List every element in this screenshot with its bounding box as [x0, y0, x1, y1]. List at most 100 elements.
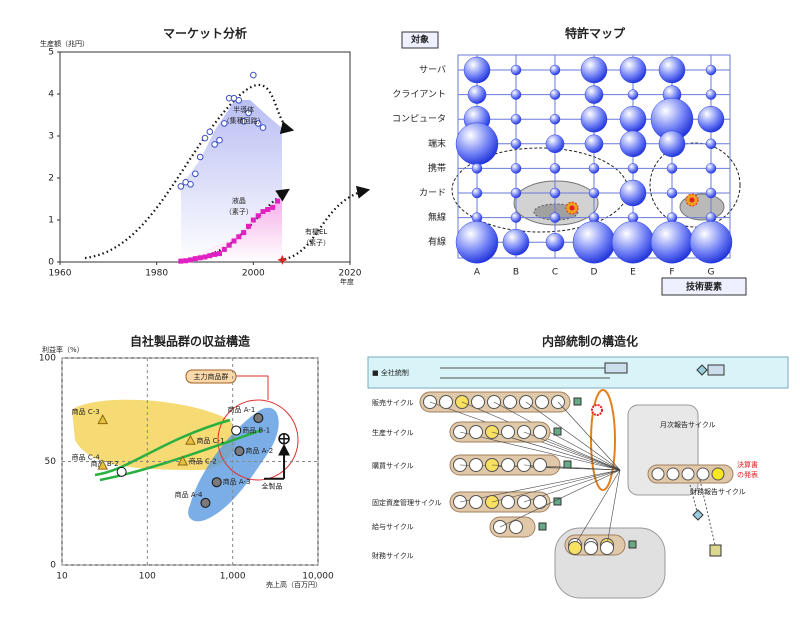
trend-line — [94, 418, 231, 477]
point — [183, 258, 189, 264]
point — [97, 414, 109, 425]
bubble — [549, 212, 561, 223]
x-tick-label: 1980 — [145, 269, 168, 279]
control-link — [440, 367, 610, 379]
point — [211, 477, 222, 488]
bubble — [627, 163, 639, 174]
bubble — [588, 187, 600, 199]
y-tick-label: 3 — [48, 132, 54, 142]
link — [499, 469, 621, 528]
bubble — [463, 56, 491, 84]
x-tick-label: 2000 — [242, 269, 265, 279]
y-tick-label: 0 — [50, 561, 56, 571]
process-node — [651, 467, 665, 481]
process-node — [681, 467, 695, 481]
process-node — [568, 541, 582, 555]
chart-title: 特許マップ — [565, 26, 626, 41]
point — [246, 223, 251, 229]
y-tick-label: 5 — [48, 48, 54, 58]
process-node — [501, 495, 515, 509]
x-tick-label: 1960 — [49, 269, 72, 279]
chart-title: マーケット分析 — [163, 26, 247, 41]
bubble — [619, 179, 647, 207]
process-node — [509, 520, 523, 534]
point — [260, 209, 266, 215]
bubble — [549, 163, 561, 174]
bubble — [510, 163, 522, 174]
point-label: 商品 A-3 — [223, 477, 251, 486]
link — [459, 431, 621, 471]
bubble — [545, 134, 565, 154]
point-label: 商品 A-1 — [228, 405, 256, 414]
x-tick-label: 100 — [139, 572, 156, 582]
bubble — [471, 187, 483, 199]
diagram-marks: 内部統制の構造化 ■ 全社統制販売サイクル生産サイクル購買サイクル固定資産管理サイ… — [372, 334, 758, 561]
group-ellipse — [649, 142, 741, 228]
y-tick-label: 有線 — [428, 236, 446, 248]
x-tick-label: 10,000 — [302, 572, 334, 582]
control-box — [628, 540, 637, 549]
point — [278, 433, 290, 445]
y-tick-label: カード — [419, 188, 446, 199]
control-box — [709, 544, 722, 557]
cycle-label: 財務サイクル — [372, 551, 414, 560]
bubble — [467, 85, 487, 104]
link — [459, 469, 621, 503]
point — [177, 455, 189, 466]
point — [206, 128, 214, 136]
highlight — [689, 197, 695, 203]
point — [250, 71, 257, 79]
release-label: 決算書 — [737, 460, 758, 469]
point — [236, 234, 242, 240]
y-tick-label: 50 — [45, 457, 57, 467]
process-node — [469, 425, 483, 439]
x-tick-label: B — [513, 268, 519, 278]
y-tick-label: サーバ — [419, 65, 446, 76]
point — [192, 256, 198, 262]
control-box — [604, 362, 628, 374]
bubble — [584, 134, 604, 154]
y-tick-label: 端末 — [428, 137, 446, 149]
process-node — [439, 395, 453, 409]
financial-label: 財務報告サイクル — [690, 487, 746, 496]
link — [606, 469, 621, 546]
control-node — [692, 509, 704, 521]
monthly-loop — [590, 389, 616, 491]
bubble — [705, 89, 717, 100]
control-node — [696, 364, 708, 376]
bubble — [658, 130, 686, 158]
process-node — [696, 467, 710, 481]
bubble — [572, 220, 616, 264]
bubble — [627, 89, 639, 100]
bubble — [619, 105, 647, 133]
highlight — [569, 205, 575, 211]
point — [200, 497, 211, 508]
bubble — [580, 105, 608, 133]
process-node — [711, 467, 725, 481]
point — [217, 251, 222, 257]
point-label: 商品 A-4 — [175, 490, 203, 499]
process-node — [501, 458, 515, 472]
process-node — [469, 458, 483, 472]
x-tick-label: E — [630, 268, 636, 278]
x-axis-label: 売上高（百万円） — [266, 580, 322, 589]
bubble — [697, 105, 725, 133]
bubble — [588, 163, 600, 174]
point — [240, 118, 247, 125]
point — [192, 170, 199, 178]
process-node — [584, 541, 598, 555]
control-link — [689, 479, 716, 546]
x-tick-label: 1,000 — [220, 572, 246, 582]
point — [196, 153, 204, 161]
x-tick-label: F — [669, 268, 674, 278]
bubble — [549, 89, 561, 100]
point — [177, 183, 185, 190]
bubble — [611, 220, 655, 264]
point — [187, 181, 194, 188]
point — [253, 413, 264, 424]
link — [491, 469, 621, 503]
bubble — [705, 187, 717, 199]
point — [231, 425, 242, 436]
bubble — [510, 187, 522, 199]
